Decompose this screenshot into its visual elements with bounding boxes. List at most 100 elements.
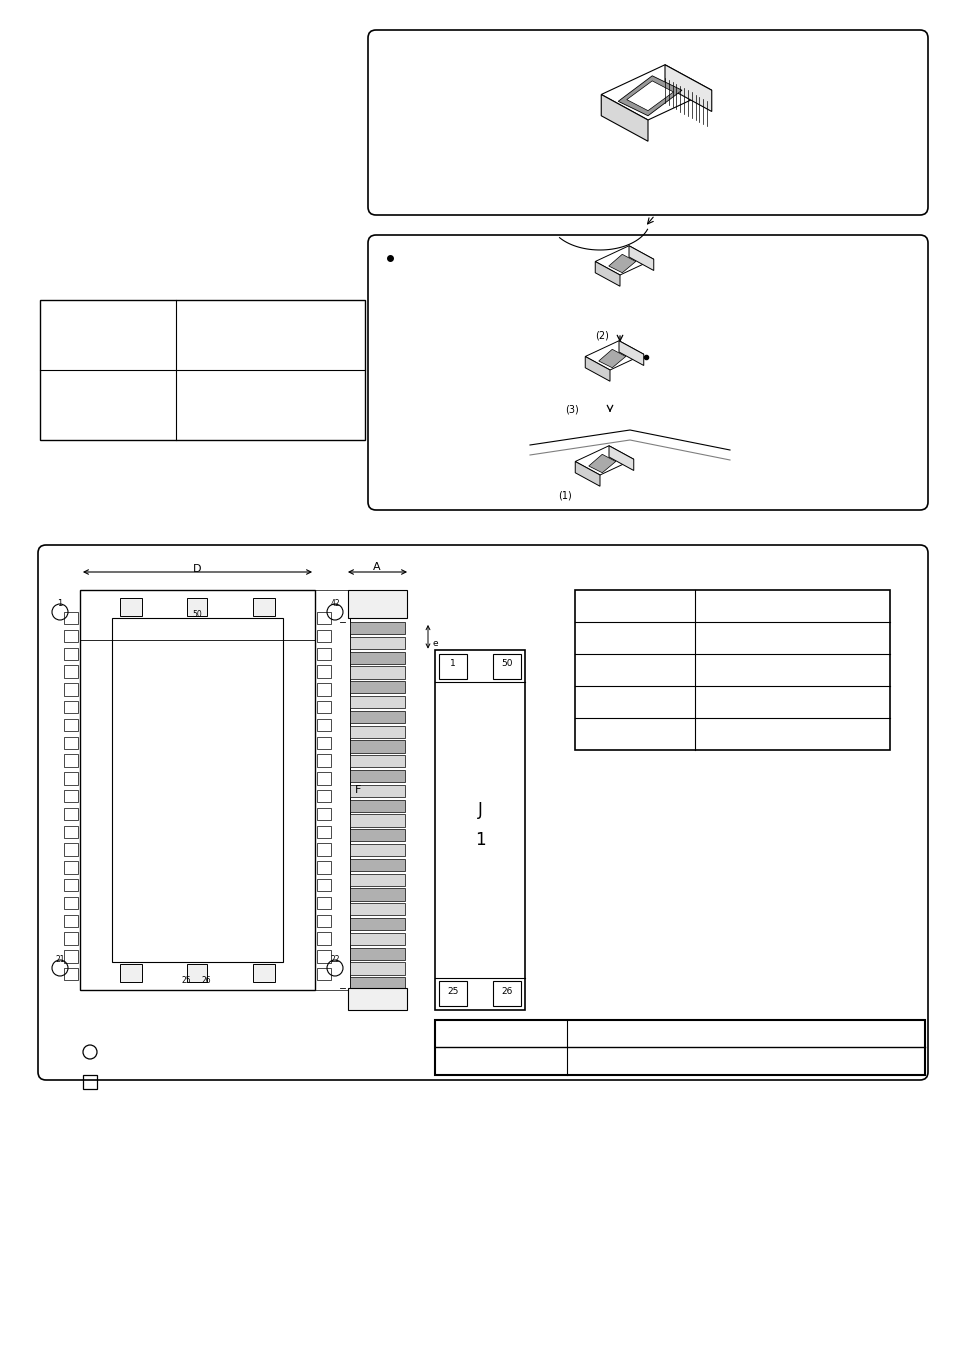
Bar (316, 701, 331, 713)
Bar (64, 790, 78, 802)
Bar (350, 962, 405, 974)
Bar (350, 711, 405, 723)
Bar (350, 977, 405, 989)
Bar (350, 889, 405, 901)
Bar (64, 808, 78, 820)
Polygon shape (628, 246, 653, 270)
Bar (350, 725, 405, 738)
Text: 50: 50 (192, 611, 201, 619)
Bar (80, 590, 314, 990)
Text: 1: 1 (475, 831, 485, 848)
Bar (350, 666, 405, 678)
Bar (350, 859, 405, 871)
Bar (253, 965, 274, 982)
Bar (350, 651, 405, 663)
Bar (316, 969, 331, 981)
Bar (350, 755, 405, 767)
Bar (316, 647, 331, 661)
Bar (316, 915, 331, 927)
Bar (350, 947, 405, 959)
Bar (64, 950, 78, 963)
Bar (316, 612, 331, 624)
Text: 1: 1 (57, 600, 63, 608)
Bar (350, 785, 405, 797)
Bar (350, 815, 405, 827)
Bar (64, 861, 78, 874)
Bar (64, 630, 78, 642)
Text: (1): (1) (558, 490, 571, 500)
Bar (316, 754, 331, 767)
Bar (64, 612, 78, 624)
Text: 50: 50 (500, 659, 512, 669)
Bar (438, 654, 467, 680)
Bar (120, 965, 142, 982)
Bar (64, 773, 78, 785)
Bar (64, 666, 78, 678)
Bar (64, 843, 78, 857)
Text: J: J (477, 801, 482, 819)
Polygon shape (664, 65, 711, 112)
Text: 25: 25 (447, 988, 458, 997)
Bar (120, 598, 142, 616)
Bar (350, 932, 405, 944)
Bar (350, 681, 405, 693)
Bar (350, 621, 405, 634)
Bar (316, 773, 331, 785)
Polygon shape (618, 76, 681, 116)
Polygon shape (595, 262, 619, 286)
Polygon shape (608, 446, 633, 470)
Bar (350, 904, 405, 916)
Polygon shape (618, 340, 643, 366)
Text: 1: 1 (450, 659, 456, 669)
Bar (64, 915, 78, 927)
Text: 42: 42 (330, 600, 339, 608)
Polygon shape (588, 454, 615, 473)
Bar (316, 736, 331, 748)
Text: (2): (2) (595, 330, 608, 340)
Text: 26: 26 (500, 988, 512, 997)
Bar (316, 880, 331, 892)
Bar (316, 719, 331, 731)
Bar (348, 590, 407, 617)
Text: 25: 25 (182, 975, 192, 985)
Bar (64, 647, 78, 661)
Bar (350, 830, 405, 842)
Bar (64, 684, 78, 696)
Bar (64, 736, 78, 748)
Bar (64, 719, 78, 731)
Polygon shape (598, 350, 625, 367)
Bar (350, 696, 405, 708)
Text: A: A (373, 562, 380, 571)
Bar (316, 897, 331, 909)
Bar (316, 861, 331, 874)
Bar (575, 590, 889, 750)
Bar (438, 981, 467, 1006)
Text: 22: 22 (330, 955, 339, 965)
Bar (83, 1075, 97, 1089)
Text: e: e (433, 639, 438, 647)
Bar (316, 666, 331, 678)
Bar (316, 843, 331, 857)
Bar (64, 880, 78, 892)
Bar (316, 808, 331, 820)
Polygon shape (584, 340, 643, 370)
Text: D: D (193, 563, 201, 574)
Bar (350, 800, 405, 812)
Bar (435, 650, 524, 1011)
Bar (64, 932, 78, 944)
Bar (253, 598, 274, 616)
Bar (316, 684, 331, 696)
Bar (316, 950, 331, 963)
Bar (350, 740, 405, 753)
Bar (435, 1020, 924, 1075)
Bar (64, 825, 78, 838)
Polygon shape (595, 246, 653, 276)
Bar (316, 790, 331, 802)
Bar (64, 969, 78, 981)
Bar (64, 897, 78, 909)
Text: 21: 21 (55, 955, 65, 965)
Bar (350, 844, 405, 857)
Polygon shape (575, 462, 599, 486)
Polygon shape (575, 446, 633, 476)
Bar (348, 988, 407, 1011)
